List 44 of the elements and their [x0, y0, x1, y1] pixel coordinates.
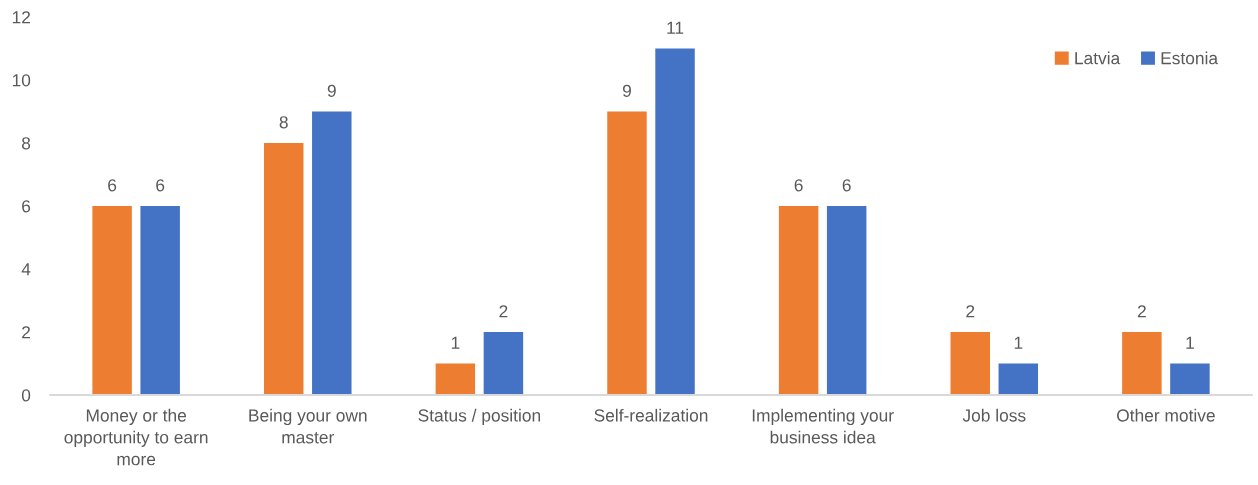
data-label: 2	[1137, 305, 1146, 318]
data-label: 9	[327, 84, 336, 97]
y-tick-label: 8	[21, 137, 31, 150]
y-tick-label: 0	[21, 389, 31, 402]
data-label: 1	[451, 336, 460, 349]
y-tick-label: 2	[22, 326, 30, 339]
x-tick-label: Being your own master	[249, 408, 367, 444]
x-tick-label: Job loss	[962, 408, 1026, 422]
data-label: 2	[499, 305, 508, 318]
x-tick-label: Self-realization	[594, 408, 708, 422]
y-tick-label: 12	[12, 11, 31, 24]
legend-label: Latvia	[1075, 51, 1121, 65]
bar	[92, 205, 132, 395]
y-tick-label: 10	[12, 74, 31, 87]
bar	[607, 111, 647, 395]
x-tick-label: Money or the opportunity to earn more	[64, 408, 208, 466]
bar	[483, 331, 524, 395]
bar	[264, 142, 304, 395]
bar	[312, 111, 352, 395]
bar	[1122, 331, 1162, 395]
bar	[1170, 363, 1210, 395]
bar	[435, 363, 476, 395]
data-label: 6	[156, 179, 165, 192]
data-label: 1	[1014, 336, 1023, 349]
legend-label: Estonia	[1161, 51, 1219, 65]
y-tick-label: 4	[21, 263, 31, 276]
data-label: 6	[842, 179, 851, 192]
x-tick-label: Other motive	[1117, 408, 1215, 422]
data-label: 9	[622, 84, 631, 97]
y-tick-label: 6	[22, 200, 31, 213]
bar	[140, 205, 180, 395]
bar	[655, 48, 695, 395]
data-label: 8	[279, 116, 288, 129]
bar	[778, 205, 819, 395]
data-label: 6	[108, 179, 117, 192]
bar	[950, 331, 990, 395]
data-label: 6	[794, 179, 803, 192]
data-label: 2	[966, 305, 975, 318]
x-tick-label: Status / position	[418, 408, 541, 426]
bar	[998, 363, 1039, 395]
data-label: 11	[667, 21, 684, 34]
bar	[826, 205, 867, 395]
x-tick-label: Implementing your business idea	[752, 408, 894, 444]
data-label: 1	[1186, 336, 1194, 349]
